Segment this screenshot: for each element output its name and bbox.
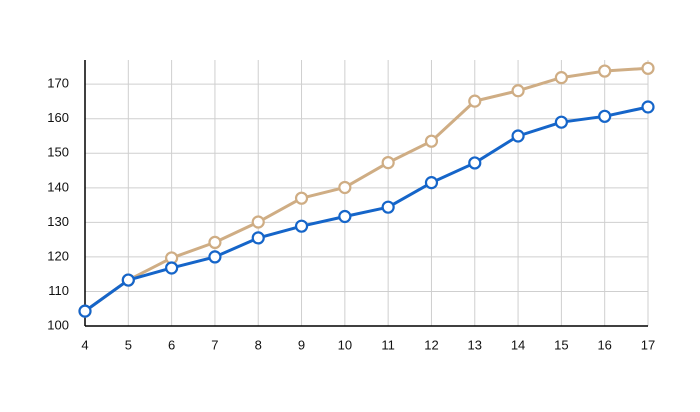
point [598,64,612,78]
y-tick-label: 120 [47,248,69,263]
point [78,304,92,318]
point [338,180,352,195]
x-tick-label: 12 [424,337,438,352]
point [468,94,482,108]
y-tick-label: 140 [47,179,69,194]
point [208,250,222,264]
point [468,156,482,170]
series-line [84,66,649,313]
point [511,129,525,143]
x-tick-label: 17 [641,337,655,352]
x-tick-label: 4 [81,337,88,352]
point [165,261,179,275]
point [381,156,395,170]
point [554,115,568,129]
y-tick-label: 160 [47,110,69,125]
x-tick-label: 7 [211,337,218,352]
x-tick-label: 6 [168,337,175,352]
point [251,231,265,245]
y-tick-label: 130 [47,214,69,229]
point [554,71,568,85]
point [424,134,439,148]
x-tick-label: 5 [125,337,132,352]
y-tick-label: 170 [47,76,69,91]
x-tick-label: 16 [597,337,611,352]
x-tick-label: 13 [468,337,482,352]
y-tick-label: 110 [48,283,69,298]
point [251,215,265,229]
point [208,235,222,249]
series-line [84,105,649,313]
point [641,100,655,114]
point [598,109,612,123]
x-tick-label: 10 [338,337,352,352]
point [381,200,395,214]
y-tick-label: 150 [47,145,69,160]
x-tick-label: 14 [511,337,525,352]
x-tick-label: 11 [381,337,395,352]
point [294,219,309,233]
point [424,176,439,190]
point [511,84,525,98]
x-tick-label: 8 [255,337,262,352]
point [641,61,655,75]
point [294,191,309,205]
x-tick-label: 9 [298,337,305,352]
x-tick-label: 15 [554,337,568,352]
point [338,209,352,224]
y-tick-label: 100 [47,317,69,332]
point [121,273,135,287]
